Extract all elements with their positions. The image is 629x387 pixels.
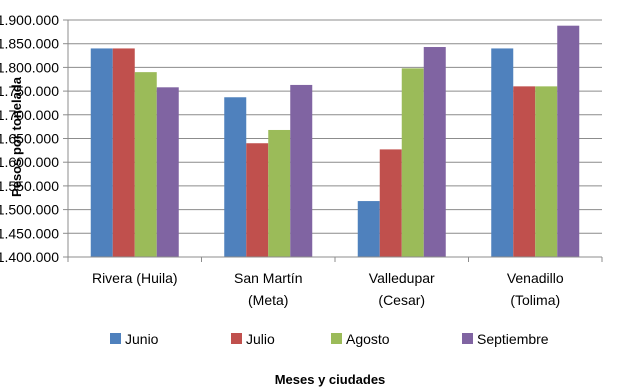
legend-label-septiembre: Septiembre: [477, 331, 549, 347]
bar-septiembre-1: [156, 87, 179, 257]
category-label: Rivera (Huila): [92, 270, 178, 286]
bars: [90, 25, 580, 258]
legend-swatch-septiembre: [462, 333, 473, 344]
bar-agosto-2: [268, 129, 291, 257]
category-label: San Martín: [234, 270, 302, 286]
bar-julio-2: [246, 143, 269, 257]
bar-septiembre-3: [423, 47, 446, 257]
category-label: (Meta): [248, 292, 288, 308]
y-tick-label: 1.650.000: [0, 131, 59, 147]
bar-junio-1: [90, 48, 113, 257]
bar-septiembre-2: [290, 84, 313, 257]
x-axis-title: Meses y ciudades: [275, 372, 386, 387]
x-axis: Rivera (Huila) San Martín (Meta) Valledupar…: [67, 256, 603, 308]
bar-septiembre-4: [557, 25, 580, 257]
legend-label-junio: Junio: [125, 331, 159, 347]
y-tick-label: 1.900.000: [0, 12, 59, 28]
legend-swatch-agosto: [331, 333, 342, 344]
y-tick-label: 1.600.000: [0, 154, 59, 170]
bar-junio-3: [357, 201, 380, 257]
category-label: (Tolima): [510, 292, 560, 308]
y-tick-label: 1.500.000: [0, 202, 59, 218]
y-tick-label: 1.850.000: [0, 36, 59, 52]
legend-swatch-junio: [110, 333, 121, 344]
y-axis: 1.400.000 1.450.000 1.500.000 1.550.000 1.60…: [0, 12, 69, 265]
legend: Junio Julio Agosto Septiembre: [110, 331, 549, 347]
bar-julio-4: [513, 86, 536, 257]
y-tick-label: 1.700.000: [0, 107, 59, 123]
category-label: (Cesar): [378, 292, 425, 308]
y-tick-label: 1.450.000: [0, 225, 59, 241]
bar-agosto-4: [535, 86, 558, 257]
bar-junio-4: [491, 48, 514, 257]
category-label: Venadillo: [507, 270, 564, 286]
legend-swatch-julio: [231, 333, 242, 344]
bar-julio-1: [112, 48, 135, 257]
y-tick-label: 1.750.000: [0, 83, 59, 99]
category-label: Valledupar: [369, 270, 435, 286]
bar-agosto-3: [401, 68, 424, 258]
bar-junio-2: [224, 97, 247, 258]
y-axis-title: Pesos por tonelada: [9, 76, 24, 197]
legend-label-julio: Julio: [246, 331, 275, 347]
y-tick-label: 1.400.000: [0, 249, 59, 265]
y-tick-label: 1.800.000: [0, 59, 59, 75]
y-tick-label: 1.550.000: [0, 178, 59, 194]
legend-label-agosto: Agosto: [346, 331, 390, 347]
bar-julio-3: [379, 149, 402, 257]
bar-agosto-1: [134, 72, 157, 257]
